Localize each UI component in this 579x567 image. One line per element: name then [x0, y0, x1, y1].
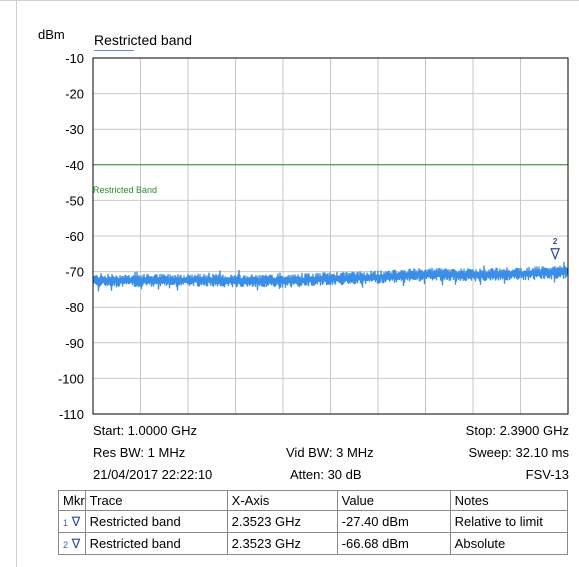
y-tick-label: -90 [65, 336, 84, 351]
col-header-trace: Trace [84, 490, 228, 511]
trace-cell: Restricted band [84, 510, 228, 533]
timestamp: 21/04/2017 22:22:10 [93, 467, 213, 482]
x-axis-cell: 2.3523 GHz [226, 510, 338, 533]
markers-group: 2 [550, 237, 561, 261]
marker-triangle-icon: ∇ [71, 513, 81, 529]
marker-cell: 1 ∇ [58, 510, 86, 533]
sweep-time: Sweep: 32.10 ms [468, 445, 569, 460]
res-bw: Res BW: 1 MHz [93, 445, 186, 460]
col-header-mkr: Mkr [58, 490, 86, 511]
notes-cell: Relative to limit [449, 510, 568, 533]
device-id: FSV-13 [525, 467, 569, 482]
trace-cell: Restricted band [84, 532, 228, 555]
attenuation: Atten: 30 dB [290, 467, 362, 482]
y-tick-label: -10 [65, 51, 84, 66]
y-tick-label: -70 [65, 265, 84, 280]
y-tick-label: -40 [65, 158, 84, 173]
y-tick-label: -100 [58, 371, 84, 386]
y-tick-label: -60 [65, 229, 84, 244]
trace-group [92, 261, 569, 292]
notes-cell: Absolute [449, 532, 568, 555]
vid-bw: Vid BW: 3 MHz [286, 445, 374, 460]
marker-cell: 2 ∇ [58, 532, 86, 555]
x-axis-cell: 2.3523 GHz [226, 532, 338, 555]
plot-border [92, 57, 569, 415]
table-row[interactable]: 2 ∇ Restricted band 2.3523 GHz -66.68 dB… [58, 532, 568, 555]
marker-table: Mkr Trace X-Axis Value Notes 1 ∇ Restric… [58, 490, 568, 555]
stop-frequency: Stop: 2.3900 GHz [465, 423, 569, 438]
limit-line-group: Restricted Band [93, 164, 568, 195]
chart-title: Restricted band [94, 32, 193, 48]
marker-triangle [550, 248, 561, 261]
value-cell: -66.68 dBm [336, 532, 451, 555]
y-tick-labels: -10 -20 -30 -40 -50 -60 -70 -80 -90 -100 -110 [58, 51, 84, 422]
value-cell: -27.40 dBm [336, 510, 451, 533]
y-tick-label: -30 [65, 122, 84, 137]
limit-line-label: Restricted Band [93, 185, 157, 195]
trace-line [92, 261, 569, 292]
y-tick-label: -80 [65, 300, 84, 315]
col-header-x-axis: X-Axis [226, 490, 338, 511]
y-tick-label: -110 [59, 407, 84, 422]
marker-number: 2 [63, 539, 69, 550]
marker-label: 2 [553, 237, 558, 246]
marker-table-header: Mkr Trace X-Axis Value Notes [58, 490, 568, 511]
y-tick-label: -50 [65, 193, 84, 208]
y-unit-label: dBm [38, 27, 65, 42]
frame-top-border [0, 0, 579, 1]
col-header-notes: Notes [449, 490, 568, 511]
frame-left-border [16, 0, 17, 567]
table-row[interactable]: 1 ∇ Restricted band 2.3523 GHz -27.40 dB… [58, 510, 568, 533]
grid [93, 58, 568, 414]
col-header-value: Value [336, 490, 451, 511]
marker-triangle-icon: ∇ [71, 535, 81, 551]
y-tick-label: -20 [65, 87, 84, 102]
marker-number: 1 [63, 517, 69, 528]
legend-line [94, 50, 134, 51]
start-frequency: Start: 1.0000 GHz [93, 423, 198, 438]
